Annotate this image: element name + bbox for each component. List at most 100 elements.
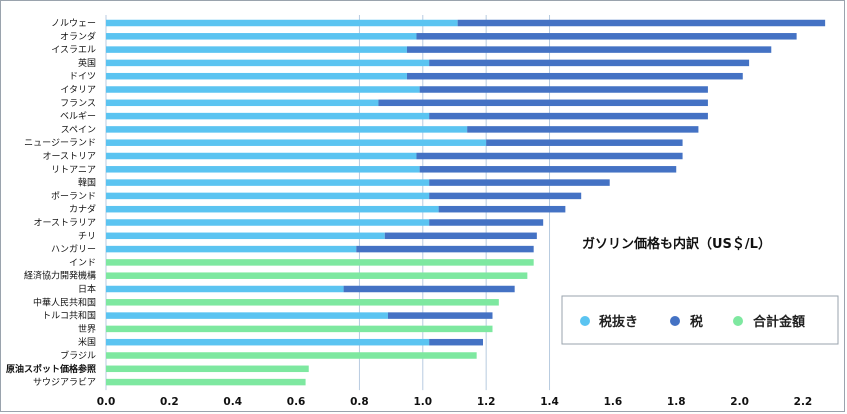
bar-5-series-0 — [106, 86, 420, 93]
bar-13-series-1 — [429, 192, 582, 200]
bar-7-series-0 — [106, 112, 430, 120]
bar-11-series-0 — [106, 166, 420, 173]
bar-19-series-2 — [106, 272, 528, 279]
x-tick-label-1: 0.2 — [160, 396, 179, 408]
category-label-24: 米国 — [78, 336, 96, 348]
legend-label-tax: 税 — [690, 314, 703, 330]
bar-10-series-1 — [416, 152, 683, 160]
category-label-0: ノルウェー — [51, 18, 96, 29]
category-label-22: トルコ共和国 — [42, 311, 96, 322]
bar-4-series-1 — [406, 72, 743, 80]
bar-10-series-0 — [106, 152, 417, 160]
category-label-14: カナダ — [69, 203, 96, 215]
bar-2-series-1 — [406, 46, 772, 53]
bar-9-series-1 — [486, 139, 683, 146]
x-tick-label-7: 1.4 — [540, 396, 559, 408]
bar-8-series-0 — [106, 126, 468, 133]
bar-25-series-2 — [106, 352, 477, 359]
x-tick-label-11: 2.2 — [794, 396, 813, 408]
category-label-19: 経済協力開発機構 — [24, 270, 96, 282]
category-label-27: サウジアラビア — [33, 377, 96, 388]
category-labels: ノルウェーオランダイスラエル英国ドイツイタリアフランスベルギースペインニュージー… — [6, 18, 96, 388]
category-label-2: イスラエル — [51, 45, 96, 56]
bar-14-series-1 — [438, 205, 566, 213]
category-label-1: オランダ — [60, 30, 96, 42]
legend-box — [561, 295, 839, 345]
category-label-3: 英国 — [78, 57, 96, 69]
bar-0-series-0 — [106, 19, 458, 27]
bar-3-series-0 — [106, 59, 430, 67]
bar-1-series-1 — [416, 33, 797, 40]
bar-24-series-0 — [106, 338, 430, 346]
bar-16-series-0 — [106, 232, 385, 240]
bar-5-series-1 — [419, 86, 708, 93]
bar-27-series-2 — [106, 378, 306, 386]
bar-2-series-0 — [106, 46, 407, 53]
x-tick-label-0: 0.0 — [97, 396, 116, 408]
category-label-10: オーストリア — [42, 151, 96, 162]
bars — [106, 19, 826, 386]
bar-4-series-0 — [106, 72, 407, 80]
bar-9-series-0 — [106, 139, 487, 146]
category-label-8: スペイン — [61, 125, 96, 135]
category-label-20: 日本 — [78, 283, 96, 295]
bar-3-series-1 — [429, 59, 750, 67]
bar-22-series-1 — [387, 312, 493, 319]
legend-marker-pretax — [580, 316, 590, 326]
category-label-12: 韓国 — [78, 178, 96, 189]
x-tick-label-5: 1.0 — [413, 396, 432, 408]
category-label-23: 世界 — [78, 323, 96, 335]
bar-0-series-1 — [457, 19, 826, 27]
x-tick-label-9: 1.8 — [667, 396, 686, 408]
bar-7-series-1 — [429, 112, 708, 120]
bar-8-series-1 — [467, 126, 699, 133]
category-label-25: ブラジル — [60, 350, 96, 362]
category-label-9: ニュージーランド — [24, 138, 96, 149]
bar-6-series-1 — [378, 99, 708, 107]
bar-21-series-2 — [106, 299, 499, 306]
bar-1-series-0 — [106, 33, 417, 40]
bar-15-series-1 — [429, 219, 544, 226]
bar-18-series-2 — [106, 259, 534, 266]
x-tick-label-2: 0.4 — [223, 396, 242, 408]
legend-marker-total — [733, 316, 743, 326]
x-tick-label-4: 0.8 — [350, 396, 369, 408]
bar-16-series-1 — [384, 232, 537, 240]
bar-13-series-0 — [106, 192, 430, 200]
bar-17-series-0 — [106, 245, 357, 253]
legend: 税抜き 税 合計金額 — [561, 295, 839, 345]
category-label-13: ポーランド — [51, 191, 96, 202]
bar-22-series-0 — [106, 312, 388, 319]
bar-11-series-1 — [419, 166, 677, 173]
category-label-21: 中華人民共和国 — [33, 296, 96, 308]
bar-26-series-2 — [106, 365, 309, 373]
gridlines — [105, 15, 551, 391]
bar-12-series-0 — [106, 179, 430, 186]
legend-label-total: 合計金額 — [753, 314, 805, 330]
category-label-18: インド — [69, 258, 96, 268]
x-axis-tick-labels: 0.0 0.2 0.4 0.6 0.8 1.0 1.2 1.4 1.6 1.8 2.0 2.2 — [97, 396, 813, 408]
category-label-7: ベルギー — [60, 111, 96, 122]
x-tick-label-3: 0.6 — [287, 396, 306, 408]
category-label-5: イタリア — [60, 85, 96, 96]
category-label-16: チリ — [78, 231, 96, 242]
category-label-26: 原油スポット価格参照 — [6, 363, 96, 375]
x-tick-label-10: 2.0 — [730, 396, 749, 408]
chart-title: ガソリン価格も内訳（US＄/L） — [582, 236, 771, 252]
category-label-11: リトアニア — [51, 165, 96, 175]
category-label-6: フランス — [60, 98, 96, 109]
bar-23-series-2 — [106, 325, 493, 333]
x-tick-label-8: 1.6 — [604, 396, 623, 408]
bar-20-series-0 — [106, 285, 344, 293]
x-tick-label-6: 1.2 — [477, 396, 496, 408]
category-label-15: オーストラリア — [33, 218, 96, 229]
legend-marker-tax — [670, 316, 680, 326]
bar-6-series-0 — [106, 99, 379, 107]
category-label-4: ドイツ — [69, 72, 96, 82]
bar-20-series-1 — [343, 285, 515, 293]
bar-17-series-1 — [356, 245, 534, 253]
bar-24-series-1 — [429, 338, 483, 346]
legend-label-pretax: 税抜き — [599, 314, 638, 330]
